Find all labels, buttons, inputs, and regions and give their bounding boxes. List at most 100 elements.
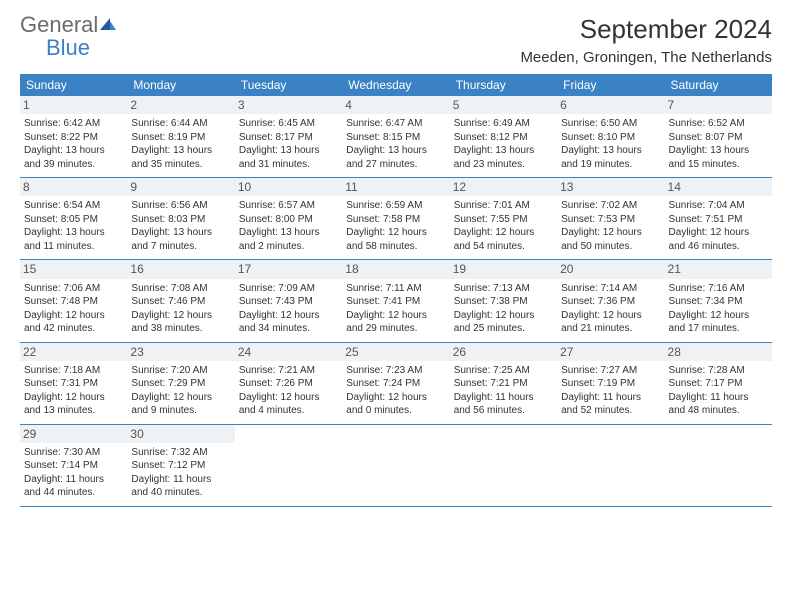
day-info-line: Sunrise: 7:11 AM <box>346 282 445 296</box>
day-info-line: Sunrise: 7:28 AM <box>669 364 768 378</box>
day-cell: 27Sunrise: 7:27 AMSunset: 7:19 PMDayligh… <box>557 343 664 424</box>
day-info-line: Daylight: 12 hours <box>24 391 123 405</box>
day-cell: 28 Sunrise: 7:28 AMSunset: 7:17 PMDayligh… <box>665 343 772 424</box>
day-info-line: Sunset: 8:17 PM <box>239 131 338 145</box>
day-info-line: Daylight: 11 hours <box>561 391 660 405</box>
weekday-header-row: SundayMondayTuesdayWednesdayThursdayFrid… <box>20 74 772 96</box>
day-number: 13 <box>557 178 664 196</box>
day-info-line: Sunset: 8:03 PM <box>131 213 230 227</box>
day-number: 28 <box>665 343 772 361</box>
day-number: 29 <box>20 425 127 443</box>
day-info-line: Sunrise: 7:16 AM <box>669 282 768 296</box>
day-info-line: Sunset: 8:10 PM <box>561 131 660 145</box>
day-info-line: Sunset: 7:12 PM <box>131 459 230 473</box>
day-info-line: and 54 minutes. <box>454 240 553 254</box>
day-info-line: and 38 minutes. <box>131 322 230 336</box>
day-info-line: and 11 minutes. <box>24 240 123 254</box>
day-info-line: Daylight: 12 hours <box>239 391 338 405</box>
day-number: 11 <box>342 178 449 196</box>
day-info-line: Sunset: 7:53 PM <box>561 213 660 227</box>
day-number: 21 <box>665 260 772 278</box>
day-info-line: Daylight: 11 hours <box>24 473 123 487</box>
logo-blue: Blue <box>46 35 90 60</box>
day-number: 10 <box>235 178 342 196</box>
day-info-line: Sunrise: 7:20 AM <box>131 364 230 378</box>
day-cell: 26Sunrise: 7:25 AMSunset: 7:21 PMDayligh… <box>450 343 557 424</box>
day-cell: 25 Sunrise: 7:23 AMSunset: 7:24 PMDayligh… <box>342 343 449 424</box>
day-info-line: Sunset: 7:51 PM <box>669 213 768 227</box>
day-info-line: and 56 minutes. <box>454 404 553 418</box>
day-info-line: and 44 minutes. <box>24 486 123 500</box>
day-info-line: and 23 minutes. <box>454 158 553 172</box>
day-cell: 9Sunrise: 6:56 AMSunset: 8:03 PMDaylight… <box>127 178 234 259</box>
day-number: 26 <box>450 343 557 361</box>
day-info-line: Daylight: 12 hours <box>24 309 123 323</box>
day-info-line: and 13 minutes. <box>24 404 123 418</box>
day-info-line: Daylight: 12 hours <box>346 391 445 405</box>
day-info-line: Sunrise: 7:13 AM <box>454 282 553 296</box>
day-cell <box>342 425 449 506</box>
day-number: 4 <box>342 96 449 114</box>
day-cell <box>450 425 557 506</box>
week-row: 8Sunrise: 6:54 AMSunset: 8:05 PMDaylight… <box>20 178 772 260</box>
day-info-line: Sunset: 7:31 PM <box>24 377 123 391</box>
day-info-line: Sunrise: 6:50 AM <box>561 117 660 131</box>
day-info-line: Sunrise: 6:47 AM <box>346 117 445 131</box>
day-number: 12 <box>450 178 557 196</box>
day-info-line: Sunrise: 7:25 AM <box>454 364 553 378</box>
day-info-line: Daylight: 13 hours <box>24 144 123 158</box>
day-info-line: and 19 minutes. <box>561 158 660 172</box>
day-cell <box>557 425 664 506</box>
title-block: September 2024 Meeden, Groningen, The Ne… <box>520 14 772 66</box>
day-cell: 1Sunrise: 6:42 AMSunset: 8:22 PMDaylight… <box>20 96 127 177</box>
day-info-line: Sunset: 8:15 PM <box>346 131 445 145</box>
day-info-line: Sunset: 7:41 PM <box>346 295 445 309</box>
day-info-line: Sunset: 7:19 PM <box>561 377 660 391</box>
day-number: 24 <box>235 343 342 361</box>
day-info-line: Sunrise: 6:57 AM <box>239 199 338 213</box>
day-info-line: and 40 minutes. <box>131 486 230 500</box>
day-cell: 16Sunrise: 7:08 AMSunset: 7:46 PMDayligh… <box>127 260 234 341</box>
day-info-line: and 39 minutes. <box>24 158 123 172</box>
day-info-line: Sunset: 7:58 PM <box>346 213 445 227</box>
day-info-line: and 42 minutes. <box>24 322 123 336</box>
day-info-line: and 46 minutes. <box>669 240 768 254</box>
day-info-line: Sunrise: 6:59 AM <box>346 199 445 213</box>
day-info-line: Daylight: 12 hours <box>239 309 338 323</box>
day-info-line: Daylight: 11 hours <box>669 391 768 405</box>
day-info-line: Sunset: 8:19 PM <box>131 131 230 145</box>
day-info-line: Sunset: 8:07 PM <box>669 131 768 145</box>
day-number: 5 <box>450 96 557 114</box>
day-info-line: Daylight: 12 hours <box>131 391 230 405</box>
header: General Blue September 2024 Meeden, Gron… <box>20 14 772 66</box>
day-info-line: and 25 minutes. <box>454 322 553 336</box>
week-row: 15Sunrise: 7:06 AMSunset: 7:48 PMDayligh… <box>20 260 772 342</box>
day-cell: 24Sunrise: 7:21 AMSunset: 7:26 PMDayligh… <box>235 343 342 424</box>
day-info-line: Sunrise: 7:23 AM <box>346 364 445 378</box>
day-info-line: Daylight: 13 hours <box>669 144 768 158</box>
day-number: 14 <box>665 178 772 196</box>
day-cell: 11 Sunrise: 6:59 AMSunset: 7:58 PMDayligh… <box>342 178 449 259</box>
day-info-line: Sunset: 7:24 PM <box>346 377 445 391</box>
day-cell: 12Sunrise: 7:01 AMSunset: 7:55 PMDayligh… <box>450 178 557 259</box>
weekday-header: Sunday <box>20 74 127 96</box>
day-cell: 3Sunrise: 6:45 AMSunset: 8:17 PMDaylight… <box>235 96 342 177</box>
day-info-line: Daylight: 13 hours <box>454 144 553 158</box>
day-info-line: Daylight: 12 hours <box>454 309 553 323</box>
day-info-line: Sunset: 7:29 PM <box>131 377 230 391</box>
day-number: 25 <box>342 343 449 361</box>
day-info-line: Daylight: 13 hours <box>239 226 338 240</box>
day-info-line: Sunset: 7:17 PM <box>669 377 768 391</box>
day-cell: 14Sunrise: 7:04 AMSunset: 7:51 PMDayligh… <box>665 178 772 259</box>
day-info-line: and 9 minutes. <box>131 404 230 418</box>
sail-icon <box>98 16 118 37</box>
day-info-line: Sunset: 7:26 PM <box>239 377 338 391</box>
day-cell: 6Sunrise: 6:50 AMSunset: 8:10 PMDaylight… <box>557 96 664 177</box>
day-info-line: Sunrise: 7:01 AM <box>454 199 553 213</box>
day-info-line: Sunset: 8:12 PM <box>454 131 553 145</box>
day-cell: 5Sunrise: 6:49 AMSunset: 8:12 PMDaylight… <box>450 96 557 177</box>
day-info-line: Sunset: 7:55 PM <box>454 213 553 227</box>
day-cell: 19Sunrise: 7:13 AMSunset: 7:38 PMDayligh… <box>450 260 557 341</box>
day-info-line: Daylight: 12 hours <box>346 226 445 240</box>
day-info-line: Daylight: 12 hours <box>346 309 445 323</box>
